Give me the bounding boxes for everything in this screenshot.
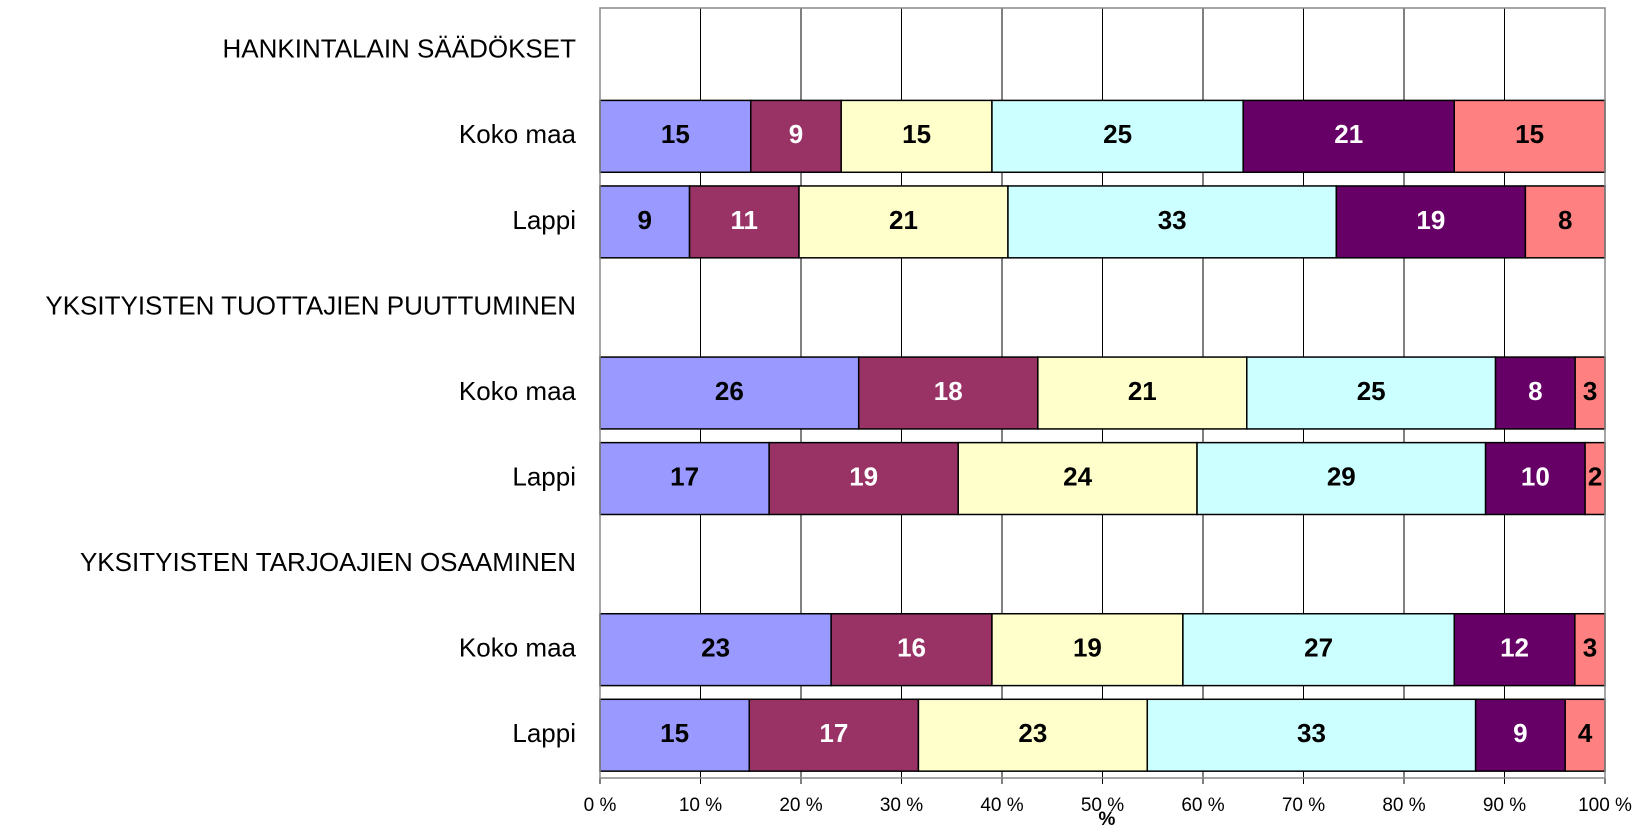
bar-segment [1453,99,1606,174]
value-label: 11 [731,205,759,235]
value-label: 8 [1528,376,1542,406]
bar-segment [1574,612,1606,687]
value-label: 18 [934,376,963,406]
bar-segment [1037,356,1248,430]
x-tick-label: 10 % [679,795,722,816]
value-label: 23 [1018,718,1047,748]
value-label: 9 [638,205,652,235]
value-label: 2 [1588,461,1602,491]
value-label: 21 [1334,119,1363,149]
value-label: 33 [1158,205,1187,235]
value-label: 19 [1073,633,1102,663]
value-label: 16 [897,633,926,663]
value-label: 17 [670,461,699,491]
x-axis-label: % [1099,809,1116,830]
value-label: 25 [1357,376,1386,406]
y-tick-label: Koko maa [459,633,577,663]
bar-segment [748,698,920,772]
bar-segment [840,99,993,174]
x-tick-label: 0 % [584,795,617,816]
y-tick-label: YKSITYISTEN TUOTTAJIEN PUUTTUMINEN [45,290,576,320]
bar-segment [599,99,752,174]
bar-segment [1474,698,1566,772]
bar-segment [1574,356,1606,430]
x-tick-label: 60 % [1181,795,1224,816]
value-label: 9 [789,119,803,149]
bar-segment [599,356,860,430]
bar-segment [1182,612,1456,687]
x-tick-label: 100 % [1578,795,1632,816]
value-label: 10 [1521,461,1550,491]
value-label: 3 [1583,376,1597,406]
bar-segment [1335,185,1527,259]
y-tick-label: YKSITYISTEN TARJOAJIEN OSAAMINEN [80,547,576,577]
value-label: 8 [1558,205,1572,235]
value-label: 25 [1103,119,1132,149]
value-label: 24 [1063,461,1092,491]
bar-segment [830,612,993,687]
value-label: 29 [1327,461,1356,491]
plot-border [599,7,1606,779]
x-tick-label: 80 % [1382,795,1425,816]
y-tick-label: HANKINTALAIN SÄÄDÖKSET [223,34,577,64]
bar-segment [991,99,1244,174]
value-label: 15 [902,119,931,149]
bar-segment [599,698,751,772]
value-label: 21 [1128,376,1157,406]
x-tick-label: 20 % [779,795,822,816]
y-tick-label: Lappi [512,461,576,491]
value-label: 4 [1578,718,1593,748]
x-tick-label: 40 % [980,795,1023,816]
value-label: 17 [819,718,848,748]
value-label: 26 [715,376,744,406]
bar-segment [1524,185,1606,259]
value-label: 15 [1515,119,1544,149]
value-label: 15 [661,119,690,149]
value-label: 12 [1500,633,1529,663]
y-tick-label: Koko maa [459,376,577,406]
value-label: 27 [1304,633,1333,663]
bar-segment [599,612,832,687]
value-label: 21 [889,205,918,235]
value-label: 33 [1297,718,1326,748]
bar-segment [688,185,800,259]
bar-segment [957,441,1198,516]
bar-segment [1246,356,1497,430]
value-label: 23 [701,633,730,663]
value-label: 19 [849,461,878,491]
bar-segment [1494,356,1576,430]
bar-segment [599,185,691,259]
value-label: 19 [1416,205,1445,235]
bar-segment [798,185,1009,259]
bar-segment [1242,99,1455,174]
value-label: 15 [660,718,689,748]
x-tick-label: 90 % [1483,795,1526,816]
bar-segment [599,441,770,516]
y-tick-label: Lappi [512,205,576,235]
bar-segment [1196,441,1487,516]
bar-segment [750,99,842,174]
value-label: 3 [1583,633,1597,663]
y-tick-label: Koko maa [459,119,577,149]
bar-segment [1007,185,1338,259]
bar-segment [1146,698,1477,772]
y-tick-label: Lappi [512,718,576,748]
x-tick-label: 50 % [1081,795,1124,816]
x-tick-label: 70 % [1282,795,1325,816]
value-label: 9 [1513,718,1527,748]
x-tick-label: 30 % [880,795,923,816]
